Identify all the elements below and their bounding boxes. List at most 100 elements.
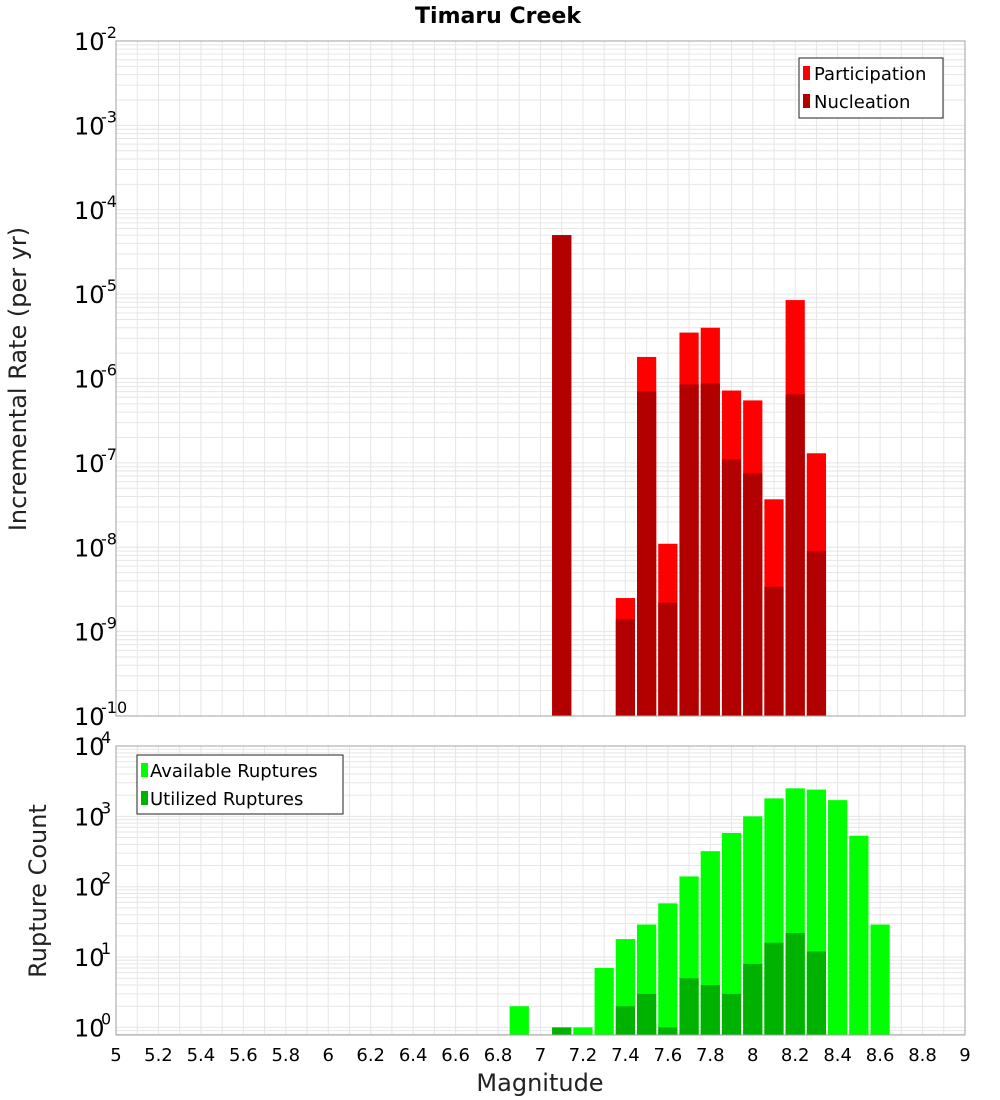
count-y-tick-exponent: 4 <box>101 728 111 747</box>
count-bar-utilized <box>806 951 827 1035</box>
x-tick-label: 7.4 <box>611 1045 640 1066</box>
x-tick-label: 8.6 <box>866 1045 895 1066</box>
count-bar-available <box>849 835 869 1035</box>
count-panel-bars <box>509 788 890 1035</box>
rate-bar-nucleation <box>743 473 763 716</box>
rate-y-tick-exponent: -3 <box>101 107 117 126</box>
count-legend-box <box>136 754 344 815</box>
available-legend-label: Available Ruptures <box>150 761 318 782</box>
x-tick-label: 5.6 <box>229 1045 258 1066</box>
rate-y-tick-base: 10 <box>74 703 105 731</box>
rate-legend: Participation Nucleation <box>798 57 944 119</box>
x-tick-label: 9 <box>959 1045 970 1066</box>
count-bar-available <box>594 967 614 1035</box>
count-y-tick-base: 10 <box>74 803 105 831</box>
rate-panel-frame <box>115 40 966 717</box>
x-axis-label: Magnitude <box>476 1069 603 1097</box>
rate-bar-nucleation <box>806 551 827 716</box>
count-bar-utilized <box>615 1006 636 1035</box>
rate-y-tick-exponent: -9 <box>101 614 117 633</box>
x-tick-label: 8.8 <box>908 1045 937 1066</box>
x-tick-label: 6.6 <box>441 1045 470 1066</box>
rate-y-tick-base: 10 <box>74 534 105 562</box>
count-bar-utilized <box>658 1027 678 1035</box>
participation-legend-label: Participation <box>814 64 926 85</box>
count-bar-available <box>658 903 678 1035</box>
x-tick-label: 6.4 <box>399 1045 428 1066</box>
rate-y-tick-base: 10 <box>74 281 105 309</box>
count-y-tick-exponent: 0 <box>101 1009 111 1028</box>
rate-bar-nucleation <box>785 394 805 716</box>
x-tick-label: 7.6 <box>654 1045 683 1066</box>
rate-y-axis-label: Incremental Rate (per yr) <box>4 227 32 531</box>
rate-y-tick-base: 10 <box>74 366 105 394</box>
count-bar-utilized <box>700 985 720 1035</box>
x-tick-label: 5.8 <box>271 1045 300 1066</box>
rate-y-tick-exponent: -10 <box>101 698 127 717</box>
count-bar-available <box>870 924 890 1035</box>
x-tick-label: 7 <box>535 1045 546 1066</box>
count-bar-available <box>721 832 742 1035</box>
rate-y-tick-exponent: -7 <box>101 445 117 464</box>
nucleation-legend-label: Nucleation <box>814 92 910 113</box>
x-tick-label: 8.4 <box>823 1045 852 1066</box>
rate-y-tick-exponent: -2 <box>101 23 117 42</box>
available-legend-swatch <box>141 763 148 777</box>
x-axis-ticks: 5 5.2 5.4 5.6 5.8 6 6.2 6.4 6.6 6.8 7 7.2 7.4 7.6 7.8 8… <box>110 1045 970 1066</box>
chart-title: Timaru Creek <box>415 4 582 29</box>
rate-y-tick-base: 10 <box>74 619 105 647</box>
count-bar-utilized <box>637 993 657 1035</box>
count-bar-available <box>573 1027 593 1035</box>
count-y-tick-base: 10 <box>74 874 105 902</box>
rate-panel-grid <box>115 41 966 717</box>
rate-bar-nucleation <box>658 602 678 716</box>
count-bar-available <box>828 800 848 1035</box>
rate-bar-nucleation <box>637 391 657 716</box>
x-tick-label: 5.4 <box>187 1045 216 1066</box>
rate-y-tick-base: 10 <box>74 28 105 56</box>
x-tick-label: 6 <box>323 1045 334 1066</box>
count-bar-utilized <box>679 978 699 1035</box>
x-tick-label: 5 <box>110 1045 121 1066</box>
rate-legend-box <box>798 57 944 119</box>
x-tick-label: 6.2 <box>356 1045 385 1066</box>
x-tick-label: 6.8 <box>484 1045 513 1066</box>
count-bar-utilized <box>764 942 784 1035</box>
rate-bar-nucleation <box>721 459 742 716</box>
count-bar-utilized <box>785 932 805 1035</box>
x-tick-label: 5.2 <box>144 1045 173 1066</box>
utilized-legend-swatch <box>141 791 148 805</box>
count-bar-utilized <box>552 1027 572 1035</box>
count-y-tick-base: 10 <box>74 1014 105 1042</box>
count-bar-utilized <box>743 963 763 1035</box>
utilized-legend-label: Utilized Ruptures <box>150 789 303 810</box>
rate-bar-nucleation <box>679 384 699 716</box>
rate-y-tick-exponent: -4 <box>101 192 117 211</box>
rate-panel-bars <box>552 235 827 716</box>
x-tick-label: 8 <box>747 1045 758 1066</box>
participation-legend-swatch <box>803 66 810 80</box>
count-y-tick-base: 10 <box>74 944 105 972</box>
count-legend: Available Ruptures Utilized Ruptures <box>136 754 344 815</box>
rate-y-tick-base: 10 <box>74 112 105 140</box>
count-y-tick-base: 10 <box>74 733 105 761</box>
rate-bar-nucleation <box>764 586 784 716</box>
count-y-tick-exponent: 3 <box>101 798 111 817</box>
count-bar-available <box>509 1006 529 1035</box>
rate-bar-nucleation <box>700 383 720 716</box>
rate-y-tick-base: 10 <box>74 197 105 225</box>
count-panel-frame <box>115 745 966 1036</box>
x-tick-label: 7.2 <box>569 1045 598 1066</box>
rate-bar-nucleation <box>615 619 636 716</box>
x-tick-label: 7.8 <box>696 1045 725 1066</box>
rate-y-tick-exponent: -8 <box>101 529 117 548</box>
rate-y-tick-exponent: -6 <box>101 361 117 380</box>
rate-y-tick-base: 10 <box>74 450 105 478</box>
x-tick-label: 8.2 <box>781 1045 810 1066</box>
count-y-tick-exponent: 2 <box>101 869 111 888</box>
